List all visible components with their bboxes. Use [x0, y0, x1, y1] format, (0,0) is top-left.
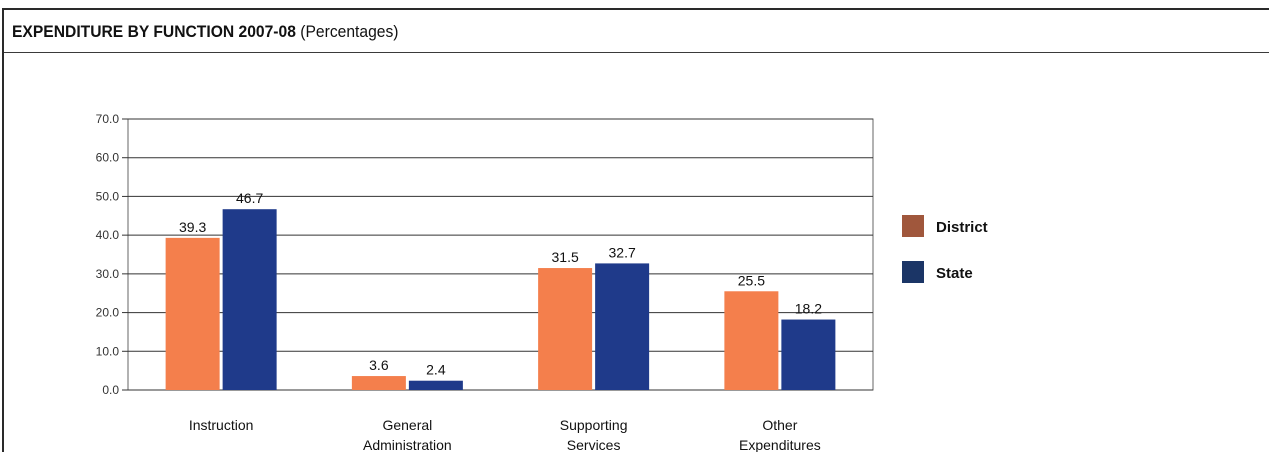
bar-state	[408, 380, 463, 390]
y-tick-label: 50.0	[96, 189, 120, 203]
y-tick-label: 70.0	[96, 112, 120, 126]
bar-district	[538, 268, 593, 390]
bar-district	[351, 376, 406, 390]
chart-title: EXPENDITURE BY FUNCTION 2007-08 (Percent…	[12, 22, 399, 42]
data-label-state: 18.2	[795, 301, 822, 317]
x-category-label: Services	[567, 437, 621, 452]
chart-panel: EXPENDITURE BY FUNCTION 2007-08 (Percent…	[2, 8, 1269, 452]
legend-label-district: District	[936, 219, 988, 236]
legend-swatch-district	[902, 215, 924, 237]
x-category-label: Administration	[363, 437, 452, 452]
x-category-label: Instruction	[189, 417, 254, 433]
title-bar: EXPENDITURE BY FUNCTION 2007-08 (Percent…	[4, 10, 1269, 53]
y-tick-label: 40.0	[96, 228, 120, 242]
chart-title-main: EXPENDITURE BY FUNCTION 2007-08	[12, 22, 296, 41]
legend-swatch-state	[902, 261, 924, 283]
y-tick-label: 10.0	[96, 344, 120, 358]
x-category-label: Other	[762, 417, 797, 433]
data-label-district: 3.6	[369, 357, 389, 373]
bar-state	[222, 209, 277, 390]
legend-label-state: State	[936, 265, 973, 282]
bar-district	[165, 237, 220, 390]
y-tick-label: 60.0	[96, 151, 120, 165]
chart-title-sub: (Percentages)	[300, 22, 399, 41]
data-label-state: 46.7	[236, 190, 263, 206]
x-category-label: Supporting	[560, 417, 628, 433]
bar-district	[724, 291, 779, 390]
bar-state	[595, 263, 650, 390]
data-label-district: 39.3	[179, 219, 206, 235]
y-tick-label: 0.0	[102, 383, 119, 397]
data-label-state: 32.7	[609, 244, 636, 260]
data-label-state: 2.4	[426, 362, 446, 378]
data-label-district: 25.5	[738, 272, 765, 288]
bar-state	[781, 319, 836, 390]
y-tick-label: 20.0	[96, 306, 120, 320]
data-label-district: 31.5	[552, 249, 579, 265]
x-category-label: Expenditures	[739, 437, 821, 452]
y-tick-label: 30.0	[96, 267, 120, 281]
x-category-label: General	[382, 417, 432, 433]
